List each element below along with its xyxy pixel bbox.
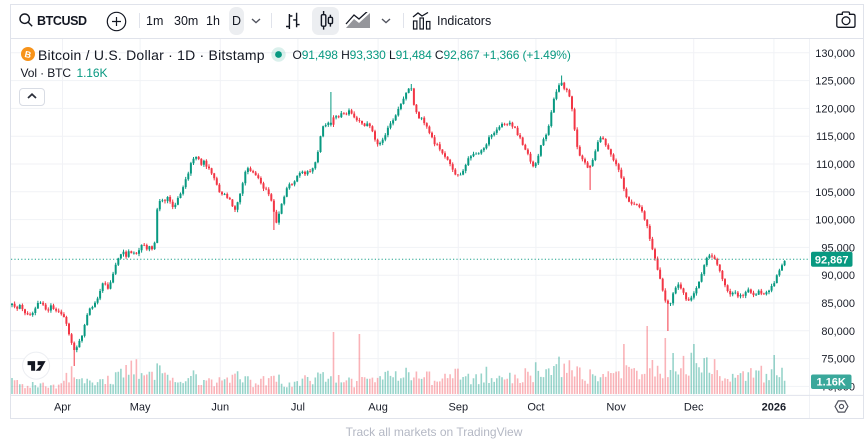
svg-text:120,000: 120,000 <box>815 103 855 115</box>
svg-text:80,000: 80,000 <box>821 326 855 338</box>
svg-text:Jul: Jul <box>291 402 305 414</box>
svg-text:105,000: 105,000 <box>815 187 855 199</box>
svg-text:110,000: 110,000 <box>816 159 855 171</box>
svg-text:130,000: 130,000 <box>815 48 855 60</box>
svg-text:90,000: 90,000 <box>821 270 855 282</box>
svg-text:92,867: 92,867 <box>815 254 849 266</box>
svg-text:125,000: 125,000 <box>815 76 855 88</box>
svg-text:Oct: Oct <box>527 402 544 414</box>
svg-text:85,000: 85,000 <box>821 298 855 310</box>
svg-text:Sep: Sep <box>449 402 469 414</box>
svg-text:Nov: Nov <box>606 402 626 414</box>
svg-text:B: B <box>23 49 32 60</box>
svg-text:Aug: Aug <box>368 402 388 414</box>
svg-text:1.16K: 1.16K <box>817 376 846 388</box>
svg-text:Dec: Dec <box>684 402 704 414</box>
svg-text:2026: 2026 <box>762 402 786 414</box>
svg-text:115,000: 115,000 <box>816 131 855 143</box>
svg-text:100,000: 100,000 <box>815 215 855 227</box>
svg-text:75,000: 75,000 <box>821 354 855 366</box>
svg-text:Apr: Apr <box>54 402 71 414</box>
svg-text:95,000: 95,000 <box>821 242 855 254</box>
svg-text:Jun: Jun <box>211 402 229 414</box>
svg-text:May: May <box>130 402 151 414</box>
